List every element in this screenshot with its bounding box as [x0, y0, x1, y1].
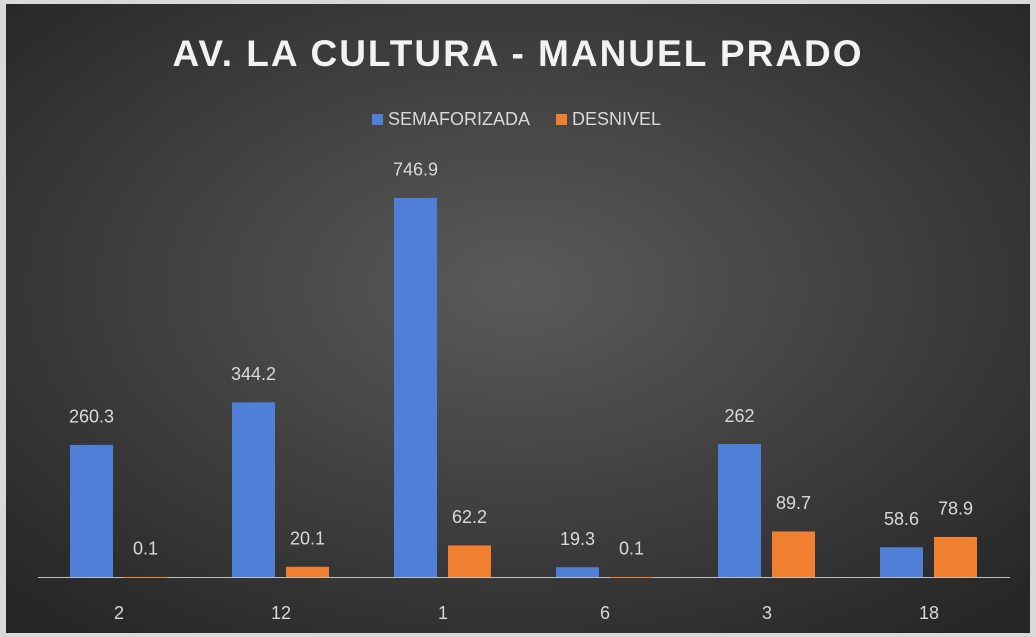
bar — [448, 545, 491, 577]
data-label: 19.3 — [560, 529, 595, 549]
x-tick-label: 3 — [762, 603, 772, 623]
chart-background — [6, 4, 1030, 633]
legend-swatch — [556, 114, 568, 125]
bar — [718, 444, 761, 577]
bar — [610, 576, 653, 578]
data-label: 262 — [724, 406, 754, 426]
bar — [880, 547, 923, 577]
bar — [394, 197, 437, 578]
data-label: 260.3 — [69, 407, 114, 427]
chart-title: AV. LA CULTURA - MANUEL PRADO — [172, 33, 863, 74]
legend-label: SEMAFORIZADA — [388, 109, 530, 129]
x-tick-label: 12 — [271, 603, 291, 623]
bar — [124, 576, 167, 578]
legend-swatch — [372, 114, 383, 125]
bar — [232, 402, 275, 577]
data-label: 20.1 — [290, 529, 325, 549]
data-label: 0.1 — [133, 539, 158, 559]
data-label: 89.7 — [776, 493, 811, 513]
data-label: 746.9 — [393, 160, 438, 180]
data-label: 0.1 — [619, 539, 644, 559]
bar — [934, 536, 977, 577]
bar — [772, 531, 815, 577]
x-tick-label: 2 — [114, 603, 124, 623]
data-label: 62.2 — [452, 507, 487, 527]
data-label: 344.2 — [231, 364, 276, 384]
bar — [556, 567, 599, 577]
data-label: 58.6 — [884, 509, 919, 529]
legend-label: DESNIVEL — [572, 109, 661, 129]
bar — [286, 566, 329, 577]
x-tick-label: 1 — [438, 603, 448, 623]
x-tick-label: 18 — [919, 603, 939, 623]
data-label: 78.9 — [938, 499, 973, 519]
x-tick-label: 6 — [600, 603, 610, 623]
bar — [70, 444, 113, 577]
